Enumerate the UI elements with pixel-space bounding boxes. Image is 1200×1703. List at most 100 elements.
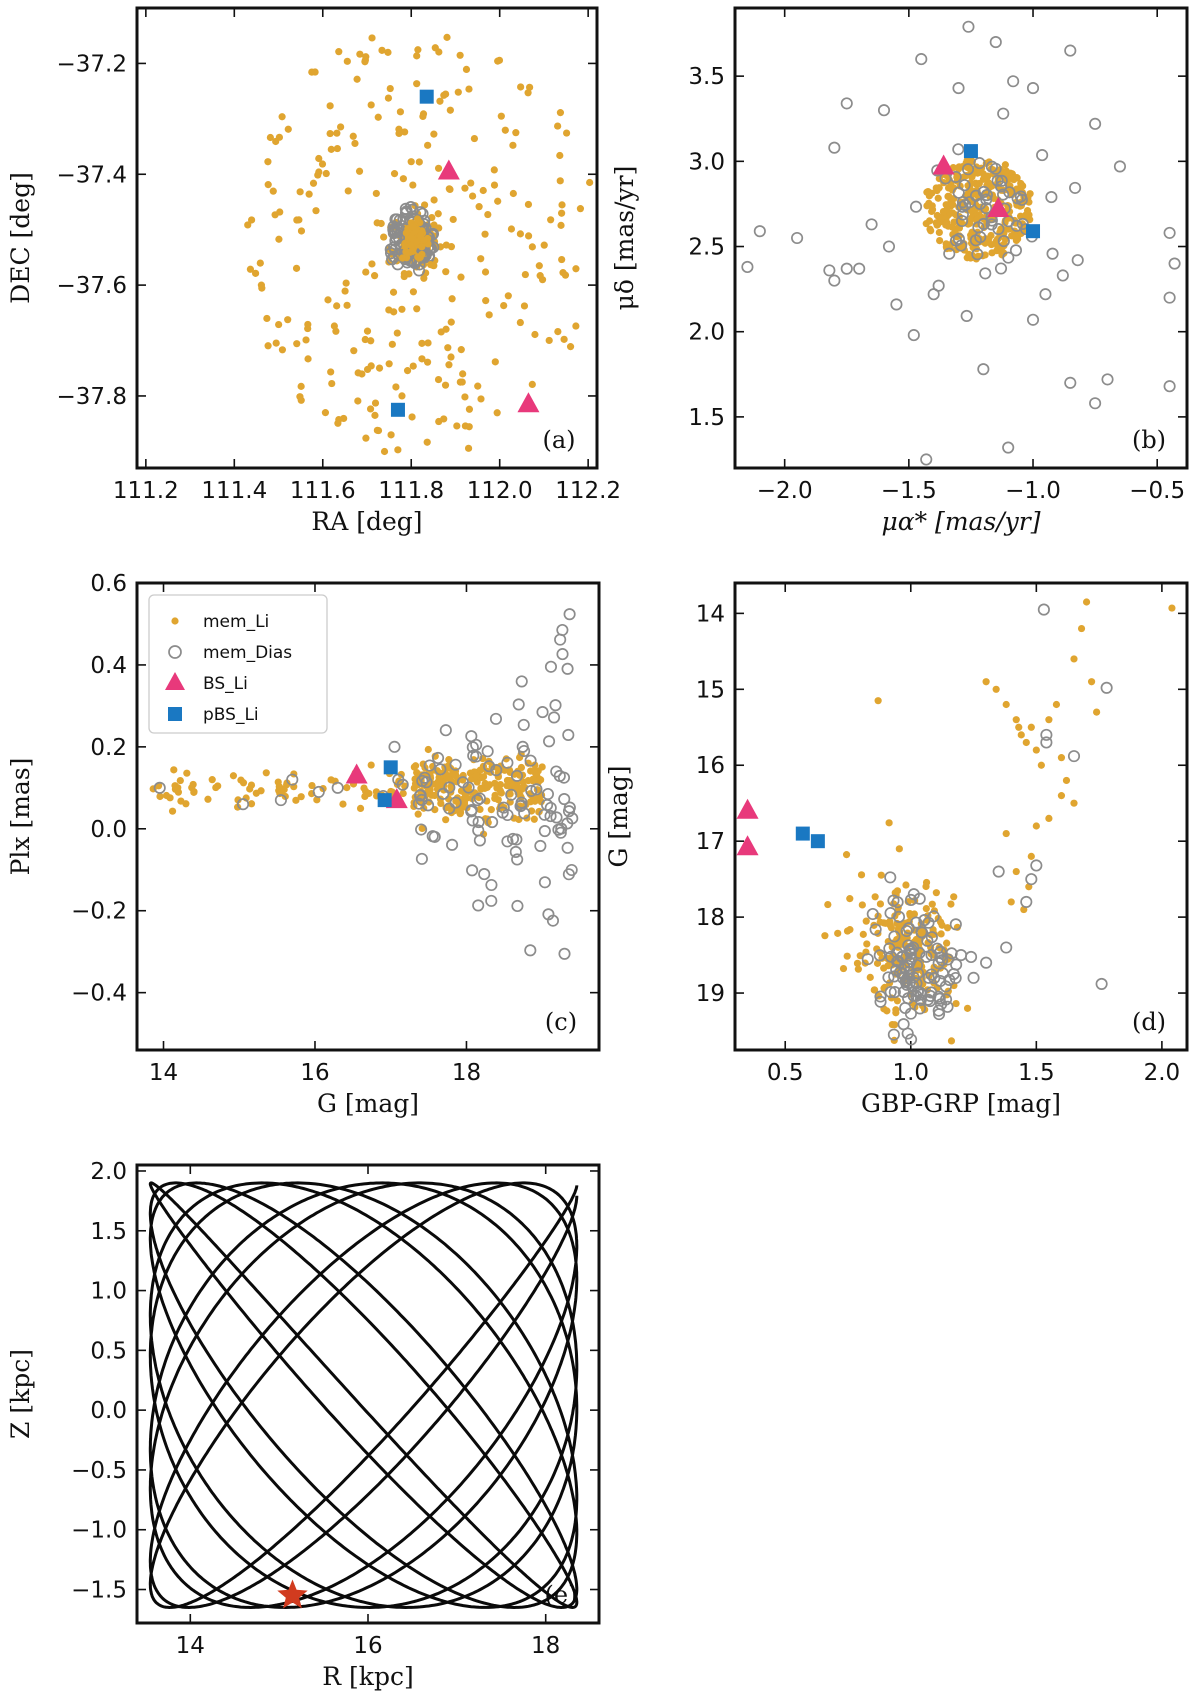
mem-li-point [367,337,375,345]
mem-li-point [465,423,473,431]
x-tick-label: 16 [353,1633,382,1659]
mem-dias-point [1168,257,1181,270]
mem-li-point [540,241,548,249]
mem-li-point [424,745,432,754]
mem-dias-point [840,97,853,110]
y-tick-label: −37.8 [57,384,127,410]
mem-li-point [1052,700,1061,709]
mem-li-point [554,122,562,130]
mem-li-point [443,33,451,41]
mem-dias-point [922,971,935,984]
mem-li-point [503,782,511,790]
mem-dias-point [544,810,557,823]
y-axis-label: Z [kpc] [6,1349,35,1439]
mem-li-point [384,94,393,102]
mem-li-point [524,200,533,209]
mem-dias-point [899,1001,912,1015]
mem-dias-point [980,202,993,215]
mem-dias-point [1040,728,1053,741]
mem-li-point [504,292,512,300]
mem-dias-point [902,959,915,973]
mem-li-point [401,128,409,136]
x-tick-label: 111.4 [201,478,267,504]
mem-dias-point [943,247,956,260]
mem-li-point [297,227,306,235]
mem-li-point [190,788,198,796]
y-tick-label: 3.0 [688,149,725,175]
mem-li-point [998,247,1006,255]
mem-li-point [168,807,177,815]
mem-dias-point [312,785,325,798]
x-tick-label: 14 [149,1060,178,1086]
y-tick-label: 1.5 [90,1219,127,1245]
mem-li-point [531,761,539,769]
mem-li-point [278,346,287,354]
x-tick-label: −1.0 [1005,478,1061,504]
mem-li-point [354,369,362,377]
pbs-li-marker [1026,224,1041,239]
mem-li-point [247,781,256,789]
mem-dias-point [541,787,554,801]
mem-dias-point [1100,681,1113,694]
mem-dias-point [967,971,980,984]
mem-dias-point [418,771,431,784]
mem-li-point [1008,232,1017,240]
mem-li-point [491,779,499,787]
x-axis-label: GBP-GRP [mag] [861,1089,1061,1118]
mem-li-point [384,48,392,56]
mem-dias-point [543,735,556,748]
mem-li-point [402,248,410,256]
mem-li-point [385,306,393,314]
mem-li-point [1077,624,1086,633]
mem-li-point [503,776,512,785]
mem-dias-point [561,841,574,854]
mem-li-point [444,344,452,352]
panel-label: (a) [542,426,575,454]
panel-d: 0.5 1.0 1.5 2.0 14 15 16 17 18 19 GBP-GRP [mag] G [… [604,581,1189,1118]
mem-li-point [528,380,536,389]
mem-li-point [937,214,946,222]
x-tick-label: −1.5 [881,478,937,504]
mem-li-point [839,964,848,973]
mem-li-point [363,327,372,335]
mem-dias-point [1020,895,1033,908]
mem-li-point [415,158,423,166]
mem-li-point [988,249,996,257]
mem-dias-point [1030,859,1043,872]
mem-li-point [487,806,495,814]
mem-li-point [1012,716,1020,724]
mem-li-point [246,265,255,273]
mem-li-point [963,1004,972,1012]
mem-dias-point [561,817,574,830]
mem-li-point [264,181,272,189]
mem-dias-point [505,788,518,801]
mem-li-point [857,871,866,879]
mem-dias-point [915,53,928,66]
mem-li-point [902,881,910,889]
mem-li-point [526,83,534,91]
mem-dias-point [956,214,969,228]
mem-li-point [302,336,310,344]
mem-dias-point [471,794,484,807]
mem-li-point [297,382,305,390]
mem-li-point [332,327,340,335]
mem-li-point [388,340,396,348]
mem-dias-point [904,893,918,907]
mem-dias-point [939,980,952,993]
mem-li-point [308,781,316,790]
mem-dias-point [956,208,969,221]
mem-dias-point [387,220,400,233]
mem-li-point [447,353,455,361]
y-tick-label: −37.6 [57,273,127,299]
mem-dias-point [544,660,558,673]
mem-li-point [530,815,538,823]
mem-dias-point [404,200,417,214]
mem-li-point [396,108,405,116]
mem-dias-point [423,759,436,772]
mem-li-point [512,129,520,137]
mem-li-point [349,132,357,140]
mem-li-point [467,179,475,187]
mem-li-point [409,181,417,189]
mem-dias-point [823,264,836,277]
mem-li-point [888,1020,896,1029]
